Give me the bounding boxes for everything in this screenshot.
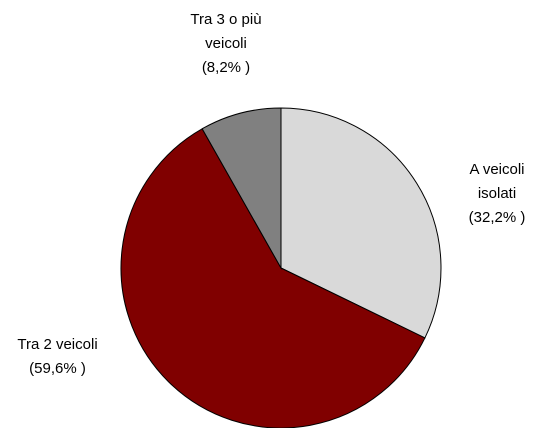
pie-slice: [201, 107, 282, 270]
value-label: (32,2% ): [468, 209, 526, 226]
category-label: Tra 3 o più veicoli: [190, 11, 262, 52]
value-label: (8,2% ): [201, 59, 251, 76]
category-label: A veicoli isolati: [469, 161, 525, 202]
slice-label: Tra 3 o più veicoli (8,2% ): [170, 8, 282, 80]
pie-slice: [280, 107, 442, 339]
pie-slice: [120, 128, 426, 428]
slice-label: Tra 2 veicoli (59,6% ): [0, 333, 115, 381]
slice-label: A veicoli isolati (32,2% ): [452, 158, 535, 230]
value-label: (59,6% ): [29, 360, 86, 377]
category-label: Tra 2 veicoli: [17, 336, 98, 353]
